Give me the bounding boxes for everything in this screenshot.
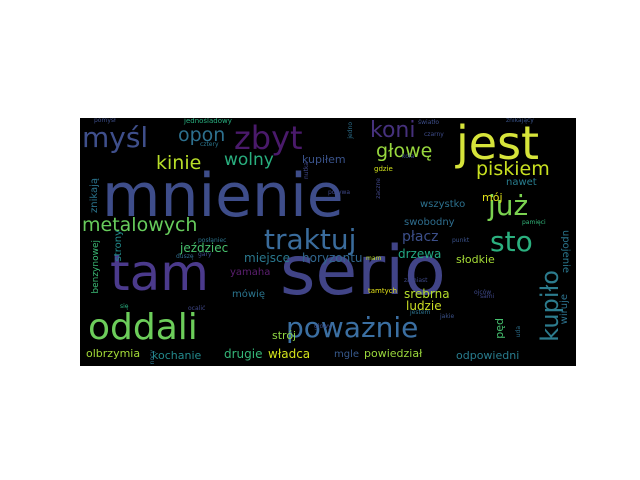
word-swobodny: swobodny (404, 217, 455, 228)
word-poslaniec: posłaniec (198, 237, 227, 244)
word-znikajacy: znikający (506, 118, 534, 124)
word-sami: sami (480, 293, 495, 300)
word-mam: mam (366, 255, 382, 262)
word-wladca: władca (268, 347, 311, 361)
word-juz: już (488, 189, 529, 222)
word-oddali: oddali (88, 307, 198, 348)
word-nutka: nutka (303, 162, 310, 180)
word-jestem: jestem (410, 309, 431, 316)
word-znikaja: znikają (89, 178, 100, 214)
word-piskiem: piskiem (476, 158, 550, 180)
word-slodkie: słodkie (456, 253, 495, 266)
word-koni: koni (370, 118, 416, 143)
word-odpowiedni: odpowiedni (456, 349, 520, 362)
word-nocy: nocy (149, 350, 156, 365)
word-ojcow: ojców (474, 289, 492, 296)
word-metalowych: metalowych (82, 214, 198, 236)
word-traktuj: traktuj (264, 223, 357, 256)
word-strony: strony (113, 230, 124, 262)
word-jest: jest (456, 118, 540, 170)
word-mgle: mgle (334, 349, 360, 360)
word-kola: koła (402, 153, 415, 160)
word-jednosladowy: jednośladowy (184, 118, 232, 125)
word-moj: mój (482, 191, 503, 204)
word-kupilem: kupiłem (302, 153, 346, 166)
word-wolny: wolny (224, 150, 274, 170)
word-yamaha: yamaha (230, 267, 271, 278)
word-jakie: jakie (440, 313, 455, 320)
word-drzewa: drzewa (398, 247, 442, 261)
word-sie: się (120, 303, 129, 310)
word-benzynowej: benzynowej (91, 240, 101, 294)
word-powaznie: poważnie (286, 311, 419, 344)
word-pomysl: pomysł (94, 118, 116, 124)
word-pamieci: pamięci (522, 219, 546, 226)
word-stroj: strój (272, 329, 297, 342)
word-mysl: myśl (82, 121, 149, 154)
word-czarny: czarny (424, 131, 444, 138)
word-glowy: głowy (314, 323, 332, 330)
word-ludzie: ludzie (406, 299, 442, 313)
word-mowie: mówię (232, 289, 265, 300)
word-punkt: punkt (452, 237, 470, 244)
word-zbyt: zbyt (234, 119, 303, 157)
word-porywa: porywa (328, 189, 351, 196)
word-sto: sto (490, 225, 533, 258)
word-horyzontu: horyzontu (302, 251, 363, 265)
word-wszystko: wszystko (420, 199, 466, 210)
word-swiatlo: światło (418, 119, 440, 126)
word-miejsce: miejsce (244, 251, 290, 265)
word-ocalic: ocalić (188, 305, 206, 312)
word-zamiast: zamiast (404, 277, 428, 284)
word-kinie: kinie (156, 152, 202, 174)
word-nawet: nawet (506, 177, 537, 188)
word-glowe: głowę (376, 140, 433, 162)
word-srebrna: srebrna (404, 287, 450, 301)
word-mnienie: mnienie (102, 161, 344, 231)
word-powiedzial: powiedział (364, 347, 423, 360)
word-jedno: jedno (347, 122, 354, 139)
word-cloud: mnienie tam serio jest oddali poważnie m… (80, 118, 576, 366)
word-jezdziec: jeździec (180, 241, 229, 255)
word-wiruje: wiruje (559, 294, 570, 325)
word-tam: tam (110, 244, 209, 302)
word-gary: gary (198, 251, 212, 258)
word-kochanie: kochanie (152, 349, 202, 362)
word-uda: uda (515, 326, 522, 338)
word-gdzie: gdzie (374, 165, 393, 173)
word-drugie: drugie (224, 347, 263, 361)
word-zaczne: zaczne (375, 178, 382, 199)
word-placz: płacz (402, 229, 439, 245)
word-opon: opon (178, 124, 226, 146)
word-serio: serio (280, 232, 446, 311)
word-dusze: duszę (176, 253, 194, 260)
word-cztery: cztery (200, 141, 219, 148)
word-upojenie: upojenie (560, 230, 571, 274)
word-olbrzymia: olbrzymia (86, 347, 141, 360)
word-tamtych: tamtych (368, 287, 398, 295)
word-ped: pęd (493, 318, 506, 339)
